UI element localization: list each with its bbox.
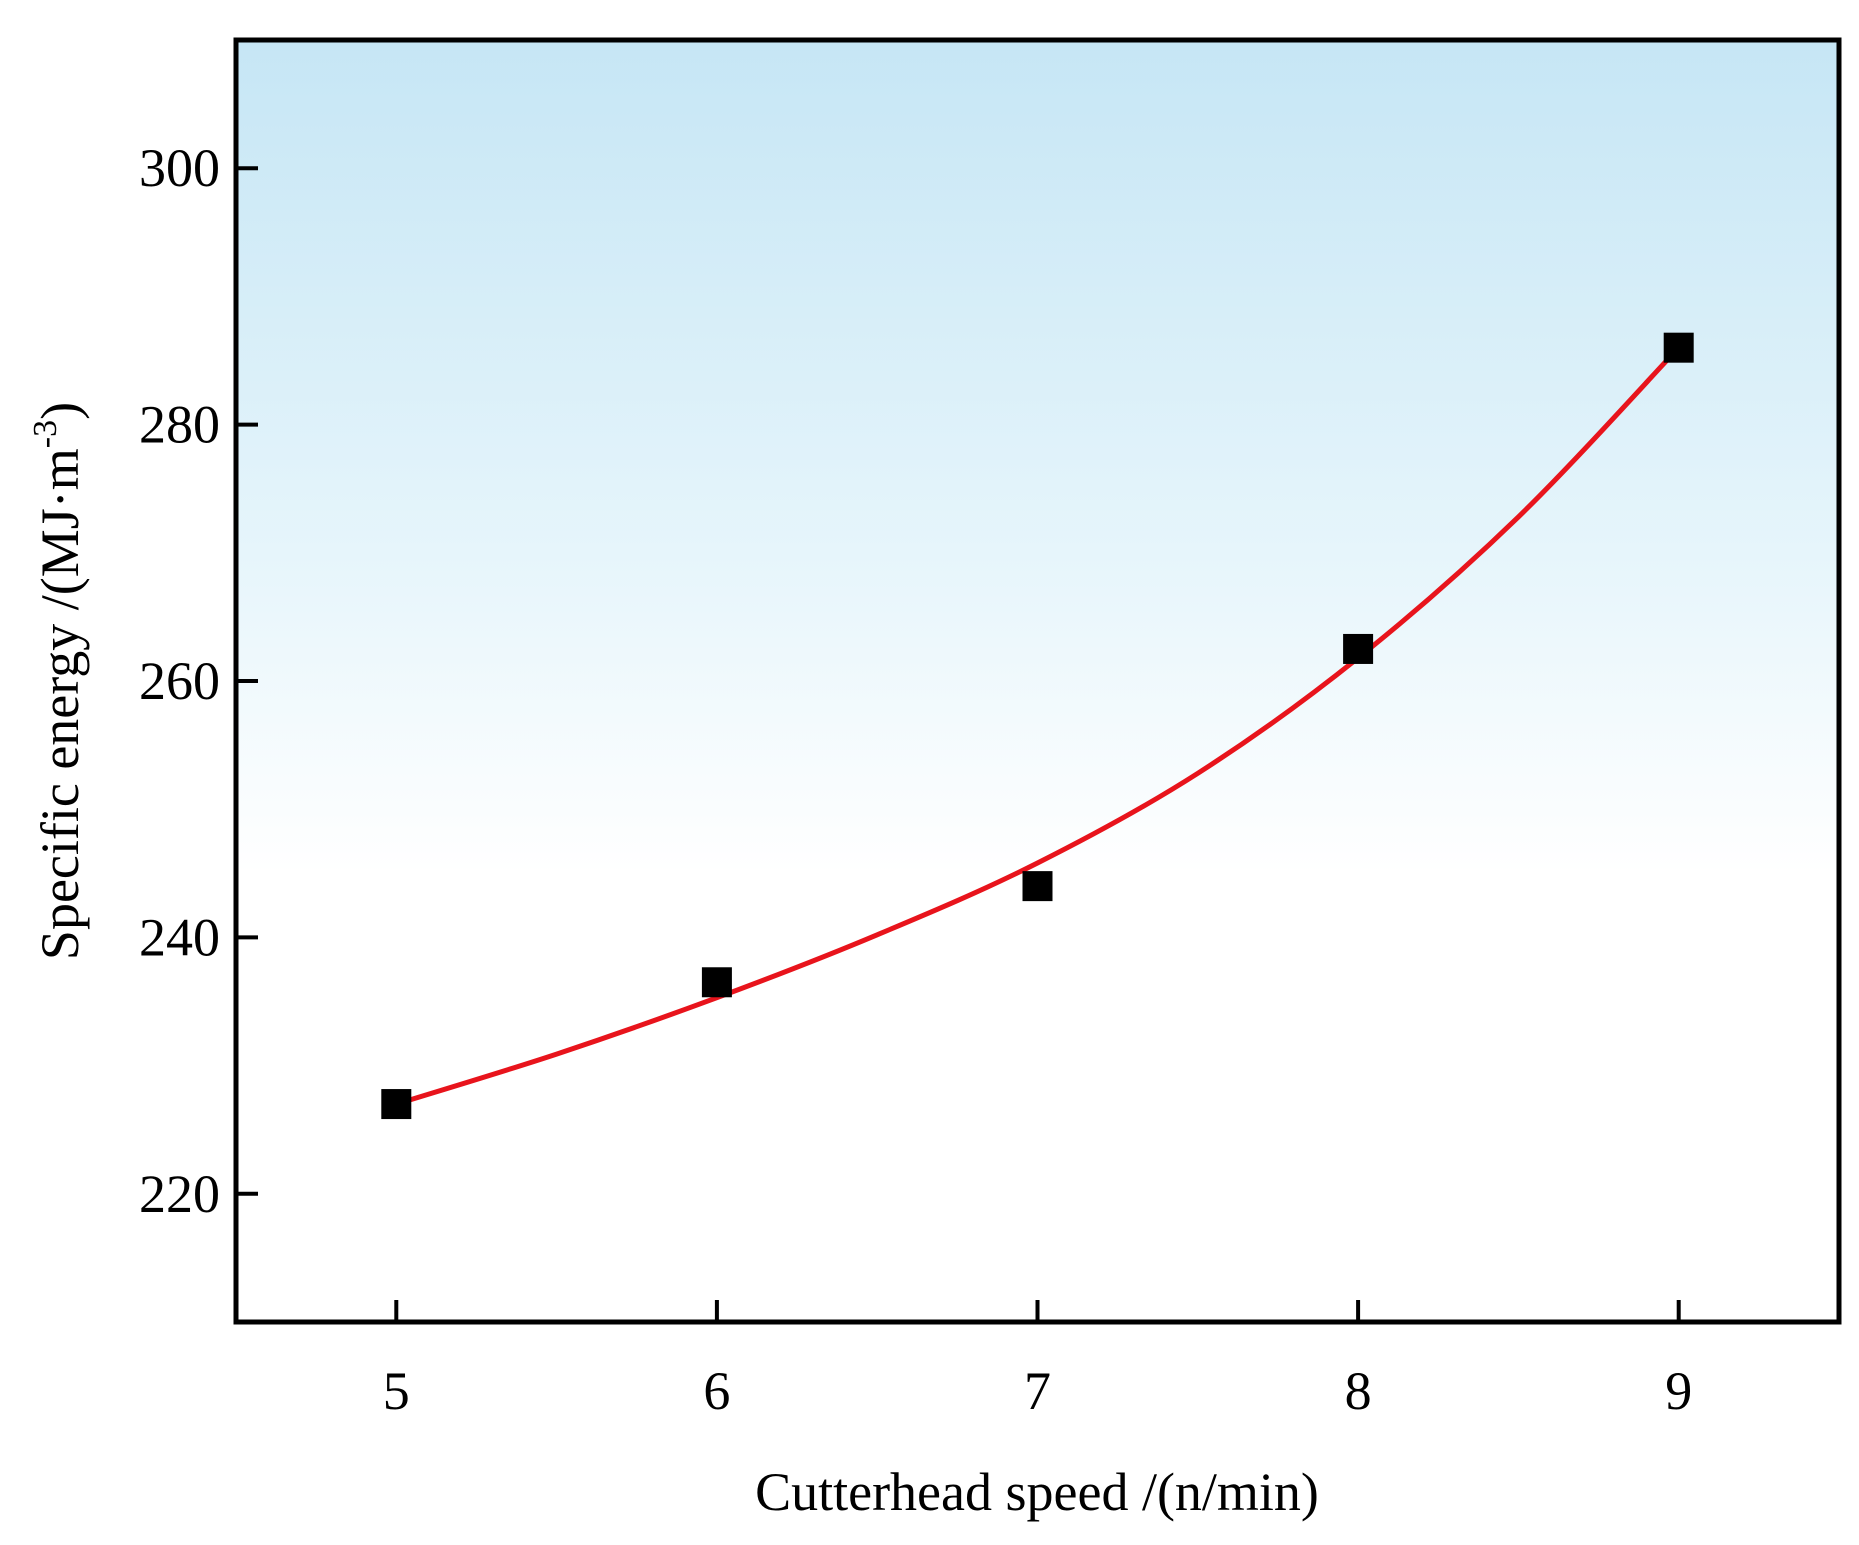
x-axis-label: Cutterhead speed /(n/min)	[755, 1462, 1319, 1522]
y-axis-ticks: 220 240 260 280 300	[139, 138, 258, 1224]
y-axis-label-close: )	[30, 402, 90, 420]
plot-frame	[233, 37, 1842, 1325]
y-tick-label: 300	[139, 138, 220, 198]
x-tick-label: 9	[1665, 1361, 1692, 1421]
y-tick-label: 280	[139, 395, 220, 455]
y-tick-label: 220	[139, 1164, 220, 1224]
data-point-marker	[1022, 871, 1053, 902]
fit-curve-line	[393, 345, 1682, 1107]
y-tick-label: 260	[139, 651, 220, 711]
y-tick-label: 240	[139, 907, 220, 967]
data-point-marker	[1663, 332, 1694, 363]
plot-background	[236, 40, 1839, 1322]
y-axis-label-main: Specific energy /(MJ·m	[30, 448, 90, 960]
data-point-marker	[701, 967, 732, 998]
y-axis-label: Specific energy /(MJ·m-3)	[27, 402, 90, 960]
x-tick-label: 8	[1345, 1361, 1372, 1421]
x-tick-label: 5	[383, 1361, 410, 1421]
x-axis-ticks: 5 6 7 8 9	[383, 1300, 1692, 1421]
x-tick-label: 7	[1024, 1361, 1051, 1421]
data-point-marker	[1343, 633, 1374, 664]
data-point-marker	[381, 1089, 412, 1120]
x-tick-label: 6	[703, 1361, 730, 1421]
plot-layer	[381, 332, 1694, 1120]
y-axis-label-superscript: -3	[27, 420, 64, 448]
